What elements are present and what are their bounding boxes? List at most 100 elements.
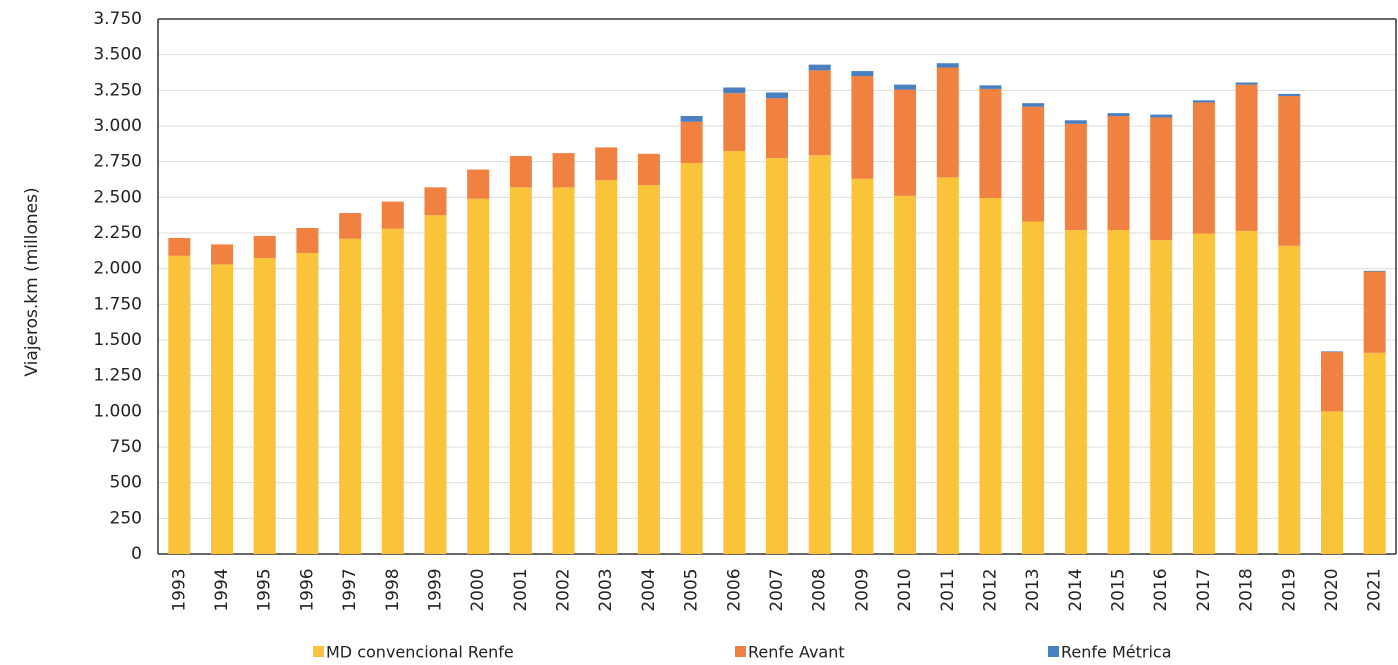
- bar-segment: [979, 198, 1002, 554]
- bar-segment: [1235, 230, 1258, 555]
- bar-segment: [1150, 117, 1173, 241]
- bar-segment: [1363, 352, 1386, 554]
- bar-segment: [381, 228, 404, 554]
- bar-segment: [253, 257, 276, 554]
- x-tick-label: 1997: [340, 568, 360, 611]
- x-tick-label: 2001: [511, 568, 531, 611]
- bar-segment: [1320, 411, 1343, 554]
- x-tick-label: 2008: [810, 568, 830, 611]
- bar-segment: [723, 87, 746, 94]
- bar-segment: [339, 213, 362, 239]
- y-axis-label: Viajeros.km (millones): [22, 187, 42, 376]
- bar-segment: [766, 98, 788, 159]
- bar-segment: [1235, 82, 1258, 85]
- bar-segment: [552, 153, 575, 188]
- bar-segment: [1107, 230, 1130, 554]
- bar-segment: [979, 85, 1002, 89]
- x-tick-label: 1999: [425, 568, 445, 611]
- bar-segment: [296, 228, 319, 253]
- x-tick-label: 1996: [297, 568, 317, 611]
- y-tick-label: 1.500: [93, 330, 142, 350]
- bar-segment: [1235, 84, 1258, 231]
- bar-segment: [424, 187, 447, 216]
- bar-segment: [723, 150, 746, 554]
- x-tick-label: 2021: [1365, 568, 1385, 611]
- bar-segment: [1107, 113, 1130, 117]
- x-tick-label: 2009: [852, 568, 872, 611]
- bar-segment: [723, 93, 746, 151]
- bar-segment: [766, 158, 788, 554]
- bar-segment: [552, 187, 575, 554]
- bar-segment: [595, 147, 618, 181]
- bar-segment: [1192, 100, 1215, 103]
- y-tick-label: 3.750: [93, 9, 142, 29]
- bar-segment: [936, 67, 959, 178]
- bar-segment: [808, 155, 831, 554]
- bar-segment: [424, 215, 447, 554]
- x-tick-label: 2015: [1109, 568, 1129, 611]
- x-tick-label: 2000: [468, 568, 488, 611]
- bar-segment: [296, 252, 319, 554]
- bar-segment: [168, 255, 191, 554]
- x-tick-label: 2004: [639, 568, 659, 611]
- bar-segment: [680, 116, 703, 122]
- y-tick-label: 2.000: [93, 259, 142, 279]
- bar-segment: [467, 169, 490, 199]
- bar-segment: [1107, 116, 1130, 231]
- bar-segment: [808, 64, 831, 71]
- y-tick-label: 1.750: [93, 294, 142, 314]
- y-tick-label: 500: [110, 473, 142, 493]
- bar-segment: [168, 237, 191, 256]
- x-tick-label: 2017: [1194, 568, 1214, 611]
- y-tick-label: 1.000: [93, 401, 142, 421]
- x-tick-label: 2012: [980, 568, 1000, 611]
- x-tick-label: 2013: [1023, 568, 1043, 611]
- x-tick-label: 1998: [383, 568, 403, 611]
- x-tick-label: 2018: [1237, 568, 1257, 611]
- x-tick-label: 1994: [212, 568, 232, 611]
- legend-swatch: [313, 646, 324, 657]
- y-tick-label: 0: [131, 544, 142, 564]
- x-tick-label: 2007: [767, 568, 787, 611]
- legend-label: Renfe Métrica: [1061, 643, 1172, 662]
- bar-segment: [979, 88, 1002, 199]
- bar-segment: [595, 180, 618, 555]
- bar-segment: [851, 178, 874, 554]
- bar-segment: [211, 264, 234, 554]
- y-tick-label: 2.750: [93, 152, 142, 172]
- x-tick-label: 1993: [169, 568, 189, 611]
- y-tick-label: 2.250: [93, 223, 142, 243]
- bar-segment: [894, 84, 917, 90]
- y-tick-label: 1.250: [93, 366, 142, 386]
- bar-segment: [1192, 102, 1215, 234]
- bar-segment: [253, 235, 276, 258]
- bar-segment: [1278, 93, 1301, 97]
- x-tick-label: 2003: [596, 568, 616, 611]
- bar-segment: [637, 185, 660, 554]
- x-tick-label: 2019: [1279, 568, 1299, 611]
- bar-segment: [381, 201, 404, 229]
- y-tick-label: 2.500: [93, 187, 142, 207]
- bar-segment: [1278, 96, 1301, 246]
- bar-segment: [894, 195, 917, 554]
- bar-segment: [680, 121, 703, 164]
- bar-segment: [509, 155, 532, 188]
- bar-segment: [1363, 270, 1386, 272]
- legend-label: MD convencional Renfe: [326, 643, 514, 662]
- y-tick-label: 3.000: [93, 116, 142, 136]
- bar-segment: [936, 177, 959, 555]
- x-tick-label: 2020: [1322, 568, 1342, 611]
- legend-label: Renfe Avant: [748, 643, 845, 662]
- bar-segment: [467, 198, 490, 554]
- bar-segment: [1320, 351, 1343, 353]
- y-tick-label: 3.250: [93, 80, 142, 100]
- bar-segment: [1022, 221, 1045, 554]
- bar-segment: [509, 187, 532, 554]
- bar-segment: [1064, 123, 1087, 231]
- x-tick-label: 2006: [724, 568, 744, 611]
- bar-segment: [1150, 240, 1173, 554]
- x-tick-label: 1995: [255, 568, 275, 611]
- y-tick-label: 750: [110, 437, 142, 457]
- bar-segment: [1064, 230, 1087, 554]
